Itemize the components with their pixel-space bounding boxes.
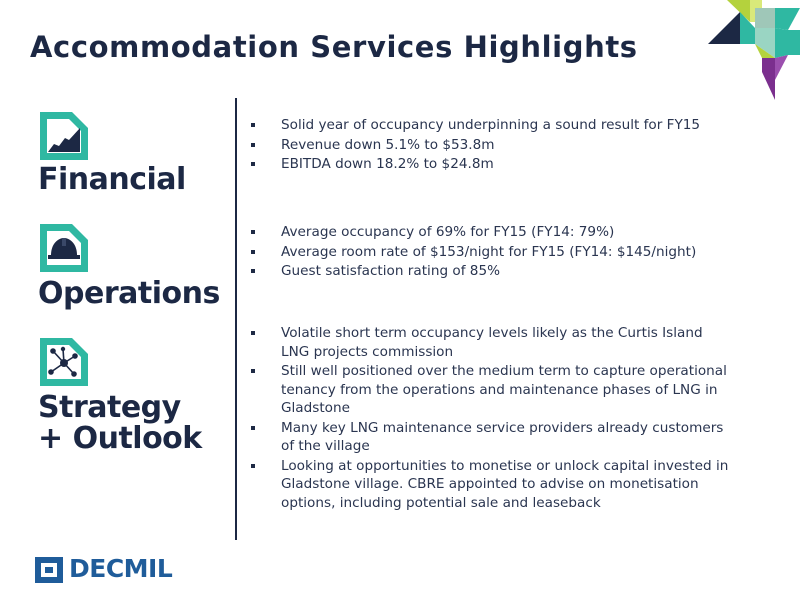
list-item: Average room rate of $153/night for FY15…: [250, 243, 760, 262]
logo-text: DECMIL: [69, 554, 173, 583]
hard-hat-icon: [40, 224, 88, 272]
list-item: Revenue down 5.1% to $53.8m: [250, 136, 760, 155]
strategy-bullet-list: Volatile short term occupancy levels lik…: [250, 324, 730, 513]
operations-bullet-list: Average occupancy of 69% for FY15 (FY14:…: [250, 223, 760, 282]
list-item: Guest satisfaction rating of 85%: [250, 262, 760, 281]
page-title: Accommodation Services Highlights: [30, 30, 638, 64]
list-item: Many key LNG maintenance service provide…: [250, 419, 730, 456]
list-item: Solid year of occupancy underpinning a s…: [250, 116, 760, 135]
vertical-divider: [235, 98, 237, 540]
list-item: Average occupancy of 69% for FY15 (FY14:…: [250, 223, 760, 242]
list-item: Still well positioned over the medium te…: [250, 362, 730, 418]
section-label-strategy: Strategy: [38, 390, 181, 425]
decmil-logo-icon: [35, 557, 63, 583]
list-item: Looking at opportunities to monetise or …: [250, 457, 730, 513]
list-item: EBITDA down 18.2% to $24.8m: [250, 155, 760, 174]
list-item: Volatile short term occupancy levels lik…: [250, 324, 730, 361]
network-icon: [40, 338, 88, 386]
financial-bullet-list: Solid year of occupancy underpinning a s…: [250, 116, 760, 175]
section-label-financial: Financial: [38, 162, 186, 197]
section-label-operations: Operations: [38, 276, 220, 311]
financial-chart-icon: [40, 112, 88, 160]
corner-decoration-icon: [708, 0, 800, 100]
section-label-outlook: + Outlook: [38, 421, 202, 456]
